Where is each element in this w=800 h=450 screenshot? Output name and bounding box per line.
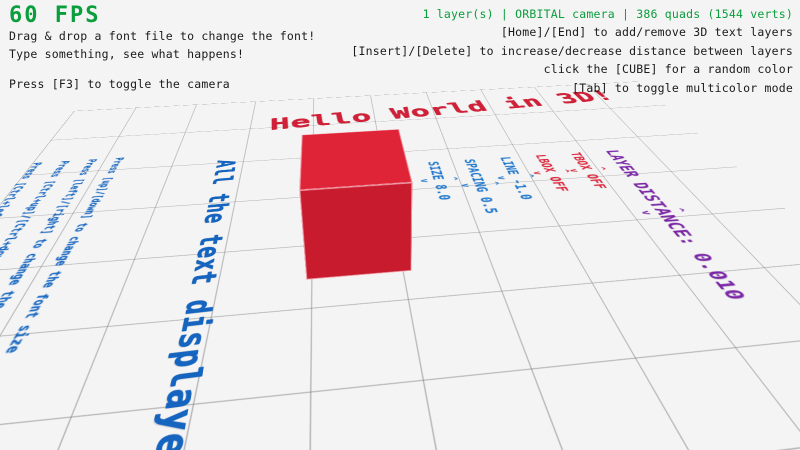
cube-face-top [299, 129, 413, 191]
cube-face-back [299, 182, 413, 280]
cube-mesh[interactable] [299, 129, 413, 280]
scene-world: Press [up]/[down] to change the font siz… [0, 81, 800, 450]
